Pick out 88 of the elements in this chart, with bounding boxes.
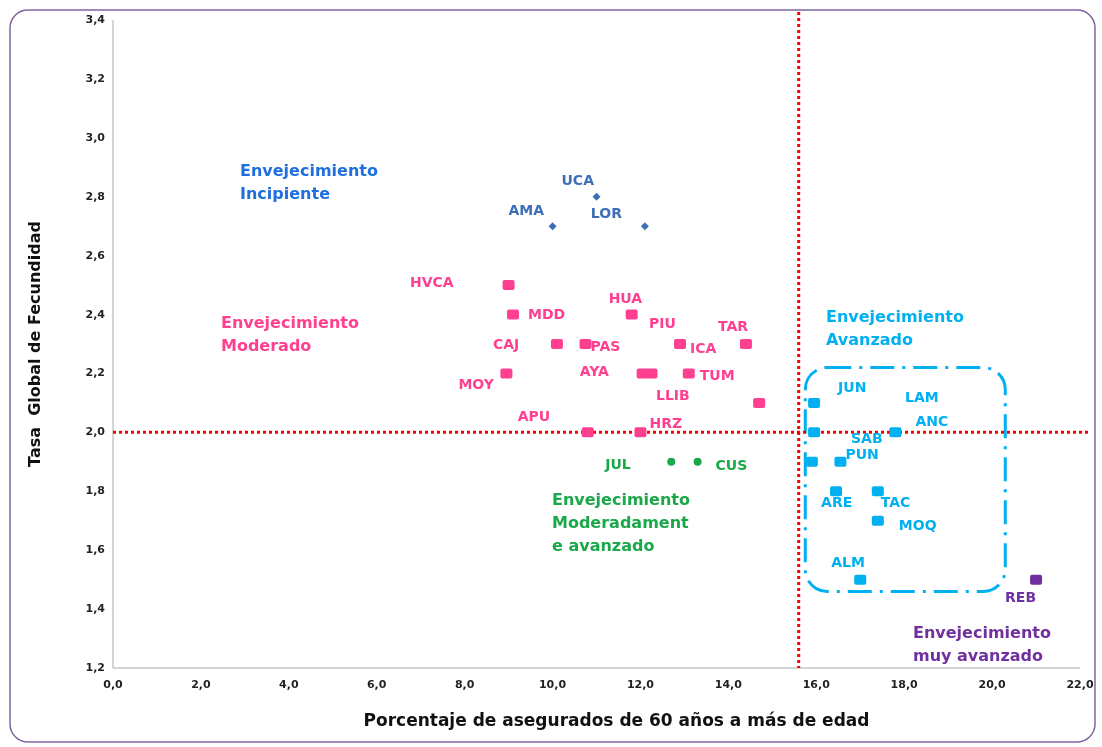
annotation: PAS [590,338,621,354]
x-axis-title: Porcentaje de asegurados de 60 años a más de edad [363,710,870,730]
x-tick-label: 18,0 [890,678,919,691]
point [592,192,601,201]
point [739,339,752,349]
annotation: PUN [845,445,879,462]
point [506,309,519,320]
annotation: AYA [579,363,609,380]
annotation: REB [1005,588,1037,605]
annotation: HVCA [410,274,454,290]
point [808,397,821,408]
point [500,368,513,379]
annotation: HRZ [649,415,683,432]
point [645,368,658,379]
annotation: APU [517,408,551,425]
point [854,574,867,585]
annotation: PIU [649,315,676,331]
annotation: TAC [880,494,911,511]
point [889,427,902,438]
annotation: UCA [561,171,595,188]
point [550,339,563,349]
annotation: MOY [458,376,495,393]
point [682,368,695,379]
y-tick-label: 1,8 [85,484,105,498]
annotation: CUS [715,456,748,473]
point [581,427,594,438]
annotation: CAJ [492,336,520,352]
annotation: Envejecimiento Incipiente [240,160,378,202]
x-tick-label: 14,0 [714,678,743,691]
annotation: LOR [590,205,623,222]
annotation: AMA [508,202,545,219]
annotation: ICA [690,340,717,356]
point [805,456,818,467]
y-tick-label: 2,6 [85,248,106,262]
annotation: JUL [604,455,631,472]
point [834,456,847,467]
y-tick-label: 2,4 [85,307,106,321]
annotation: ANC [915,413,949,430]
point [548,222,557,231]
x-tick-label: 0,0 [103,678,124,691]
point [871,486,884,497]
y-tick-label: 3,4 [85,13,106,26]
y-axis-title: Tasa Global de Fecundidad [25,221,44,467]
y-tick-label: 3,2 [85,71,105,85]
y-tick-label: 1,6 [85,543,106,557]
point [830,486,843,497]
annotation: HUA [608,289,643,306]
point [502,280,515,291]
annotation: TAR [717,318,749,334]
y-tick-label: 1,4 [85,602,106,616]
annotation: SAB [851,430,883,446]
x-tick-label: 20,0 [978,678,1007,691]
point [808,427,821,438]
annotation: ARE [821,494,853,511]
point [579,339,592,349]
x-tick-label: 6,0 [366,678,387,691]
x-tick-label: 4,0 [279,678,299,691]
point [634,427,647,438]
annotation: MOQ [898,516,937,533]
annotation: LLIB [656,387,690,403]
annotation: Envejecimiento Avanzado [826,306,964,348]
annotation: TUM [699,367,735,384]
point [871,515,884,526]
point [640,222,649,231]
y-tick-label: 2,8 [85,189,105,203]
point [625,309,638,320]
annotation: Envejecimiento Moderadament e avanzado [552,489,690,555]
y-tick-label: 1,2 [85,661,105,674]
point [674,339,687,349]
x-tick-label: 8,0 [454,678,475,691]
x-tick-label: 10,0 [538,678,567,691]
annotation: Envejecimiento muy avanzado [913,622,1051,664]
x-tick-label: 12,0 [626,678,655,691]
point [667,457,676,466]
x-tick-label: 22,0 [1066,678,1094,691]
annotation: LAM [905,389,939,405]
annotation: ALM [831,553,865,570]
point [693,457,702,466]
point [1030,574,1043,585]
y-tick-label: 2,0 [85,425,106,439]
y-tick-label: 2,2 [85,366,105,380]
annotation: MDD [527,305,566,322]
annotation: JUN [837,378,867,395]
y-tick-label: 3,0 [85,130,106,144]
annotation: Envejecimiento Moderado [221,312,359,354]
x-tick-label: 16,0 [802,678,831,691]
x-tick-label: 2,0 [191,678,211,691]
point [753,397,766,408]
